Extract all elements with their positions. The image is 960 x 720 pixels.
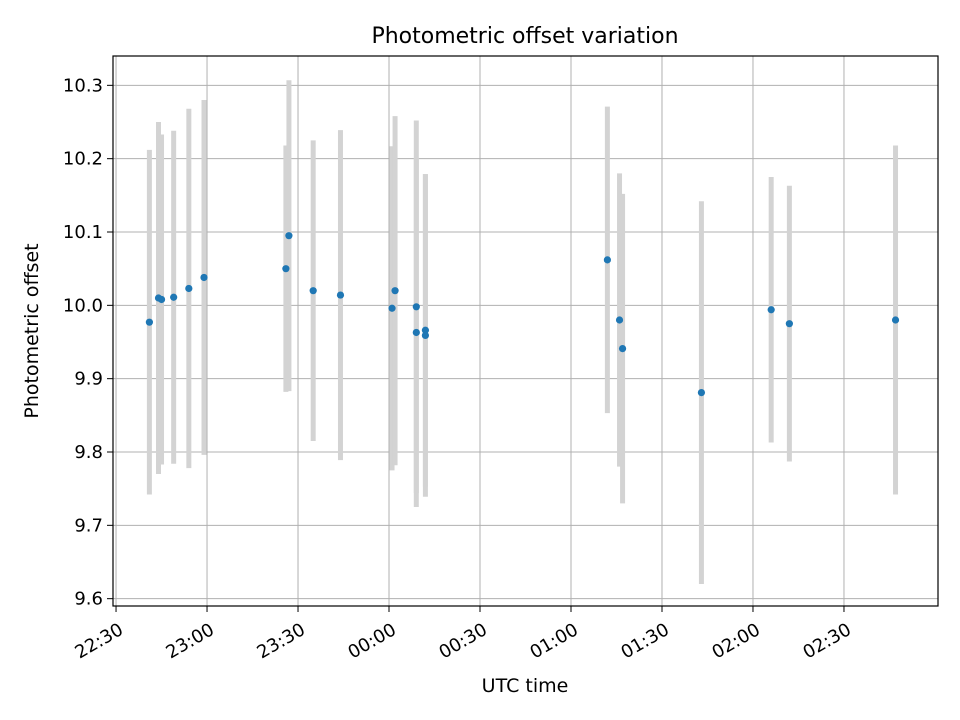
data-point bbox=[412, 328, 420, 337]
data-point bbox=[697, 389, 706, 397]
x-axis-label: UTC time bbox=[482, 675, 569, 697]
data-point bbox=[391, 287, 399, 295]
chart-title: Photometric offset variation bbox=[371, 24, 678, 49]
y-tick-label: 10.1 bbox=[63, 222, 103, 243]
data-point bbox=[336, 291, 345, 299]
y-tick-label: 9.8 bbox=[74, 442, 103, 463]
data-point bbox=[421, 326, 430, 334]
data-point bbox=[200, 273, 208, 282]
data-point bbox=[282, 265, 290, 273]
data-point bbox=[615, 316, 624, 324]
y-tick-label: 9.7 bbox=[74, 515, 103, 536]
data-point bbox=[145, 318, 153, 326]
data-point bbox=[285, 232, 293, 240]
data-point bbox=[388, 304, 396, 312]
plot-frame bbox=[112, 55, 939, 607]
data-point bbox=[421, 331, 430, 339]
y-axis: 9.6 9.7 9.8 9.9 10.0 10.1 10.2 10.3 bbox=[63, 75, 113, 610]
data-point bbox=[603, 256, 611, 264]
data-point bbox=[618, 345, 627, 353]
y-tick-label: 10.2 bbox=[63, 149, 103, 170]
data-point bbox=[785, 320, 793, 328]
y-tick-label: 10.3 bbox=[63, 75, 103, 96]
data-point bbox=[170, 293, 178, 301]
y-tick-label: 10.0 bbox=[63, 295, 103, 316]
y-tick-label: 9.9 bbox=[74, 369, 103, 390]
y-axis-label: Photometric offset bbox=[21, 243, 43, 418]
y-tick-label: 9.6 bbox=[74, 589, 103, 610]
data-point bbox=[309, 287, 317, 295]
data-point bbox=[767, 306, 775, 314]
data-points bbox=[145, 232, 900, 397]
data-point bbox=[891, 316, 900, 324]
data-point bbox=[157, 295, 166, 304]
data-point bbox=[412, 303, 420, 311]
data-point bbox=[185, 284, 193, 293]
grid bbox=[113, 56, 938, 606]
